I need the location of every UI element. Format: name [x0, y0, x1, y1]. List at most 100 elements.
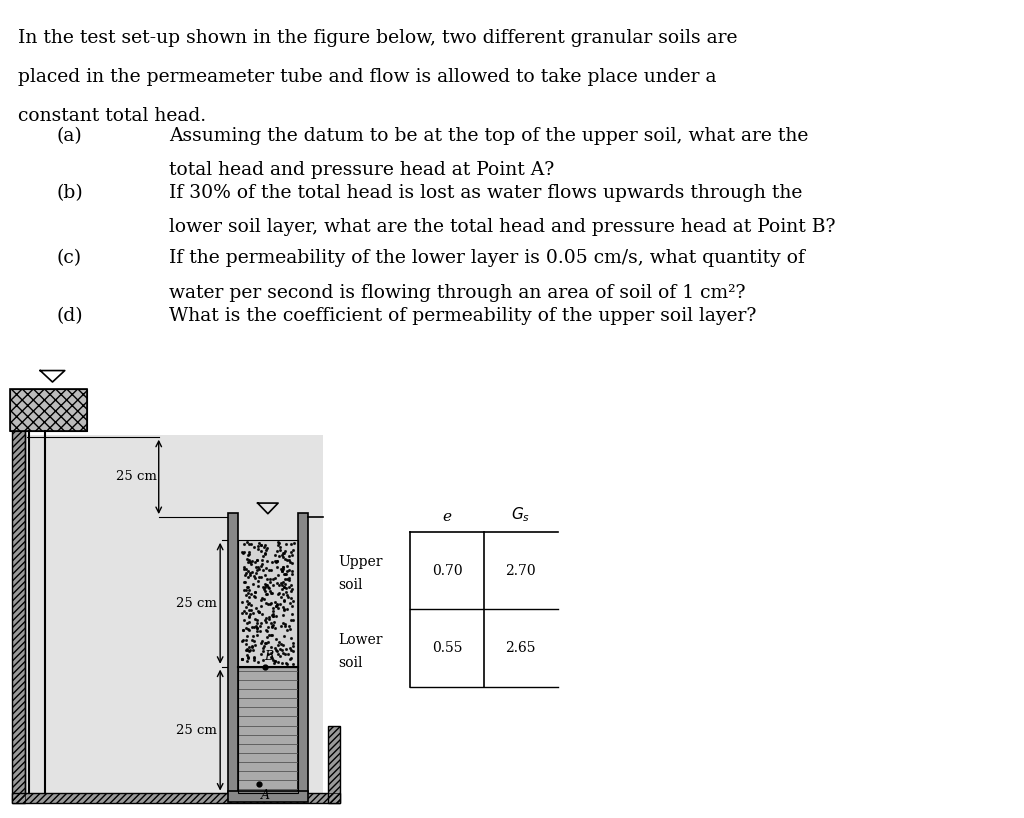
Point: [263, 652, 280, 665]
Point: [242, 640, 258, 654]
Point: [269, 560, 286, 573]
Point: [272, 649, 289, 663]
Point: [256, 546, 272, 560]
Point: [241, 604, 257, 617]
Point: [240, 651, 256, 664]
Point: [256, 582, 272, 596]
Point: [245, 578, 261, 591]
Point: [253, 538, 269, 551]
Point: [264, 578, 281, 591]
Text: A: A: [261, 789, 270, 802]
Point: [265, 604, 282, 617]
Bar: [239, 667, 298, 793]
Point: [257, 578, 273, 591]
Point: [246, 590, 262, 603]
Point: [274, 656, 291, 669]
Point: [255, 581, 271, 594]
Point: [239, 649, 255, 662]
Point: [263, 640, 280, 654]
Point: [239, 621, 255, 634]
Point: [276, 552, 293, 565]
Point: [250, 605, 266, 618]
Point: [279, 560, 295, 573]
Point: [281, 564, 297, 577]
Text: 0.70: 0.70: [432, 564, 463, 578]
Point: [259, 572, 275, 585]
Text: constant total head.: constant total head.: [18, 107, 207, 125]
Point: [280, 624, 296, 637]
Bar: [239, 667, 298, 793]
Point: [284, 548, 300, 561]
Point: [258, 542, 274, 555]
Point: [239, 606, 255, 619]
Text: 25 cm: 25 cm: [176, 597, 217, 609]
Point: [274, 547, 291, 560]
Point: [267, 644, 284, 657]
Point: [260, 636, 276, 649]
Point: [283, 643, 299, 656]
Point: [264, 601, 281, 614]
Point: [239, 616, 255, 629]
Point: [238, 583, 254, 596]
Point: [274, 639, 291, 652]
Point: [241, 583, 257, 596]
Point: [271, 578, 288, 591]
Point: [250, 656, 266, 669]
Point: [257, 547, 273, 560]
Point: [273, 548, 290, 561]
Point: [278, 545, 294, 558]
Point: [272, 576, 289, 589]
Text: soil: soil: [339, 578, 364, 592]
Point: [241, 609, 257, 622]
Point: [263, 650, 280, 663]
Point: [257, 585, 273, 598]
Point: [265, 572, 282, 585]
Point: [239, 654, 255, 667]
Point: [285, 544, 301, 557]
Point: [244, 640, 260, 653]
Point: [267, 621, 284, 634]
Point: [267, 554, 284, 567]
Point: [253, 616, 269, 629]
Point: [266, 616, 283, 629]
Point: [265, 609, 282, 622]
Point: [281, 619, 297, 632]
Text: Lower: Lower: [339, 633, 383, 647]
Point: [240, 622, 256, 635]
Point: [260, 647, 276, 660]
Point: [233, 652, 250, 665]
Point: [273, 564, 290, 578]
Point: [256, 640, 272, 653]
Point: [280, 565, 296, 578]
Point: [249, 622, 265, 635]
Point: [269, 536, 286, 549]
Point: [258, 636, 274, 649]
Point: [255, 564, 271, 577]
Point: [254, 608, 270, 621]
Point: [248, 602, 264, 615]
Point: [267, 654, 284, 667]
Point: [258, 624, 274, 637]
Point: [244, 621, 260, 634]
Point: [240, 587, 256, 600]
Point: [249, 622, 265, 635]
Point: [249, 625, 265, 638]
Point: [236, 563, 252, 576]
Point: [239, 629, 255, 642]
Point: [261, 585, 278, 598]
Bar: [12, 427, 25, 803]
Point: [284, 567, 300, 580]
Point: [240, 555, 256, 569]
Point: [255, 593, 271, 606]
Point: [258, 562, 274, 575]
Point: [283, 596, 299, 609]
Point: [256, 614, 272, 627]
Point: [268, 600, 285, 613]
Point: [249, 614, 265, 627]
Bar: [228, 791, 308, 802]
Point: [237, 584, 253, 597]
Point: [274, 575, 291, 588]
Point: [259, 555, 275, 568]
Point: [236, 545, 252, 558]
Point: [249, 563, 265, 576]
